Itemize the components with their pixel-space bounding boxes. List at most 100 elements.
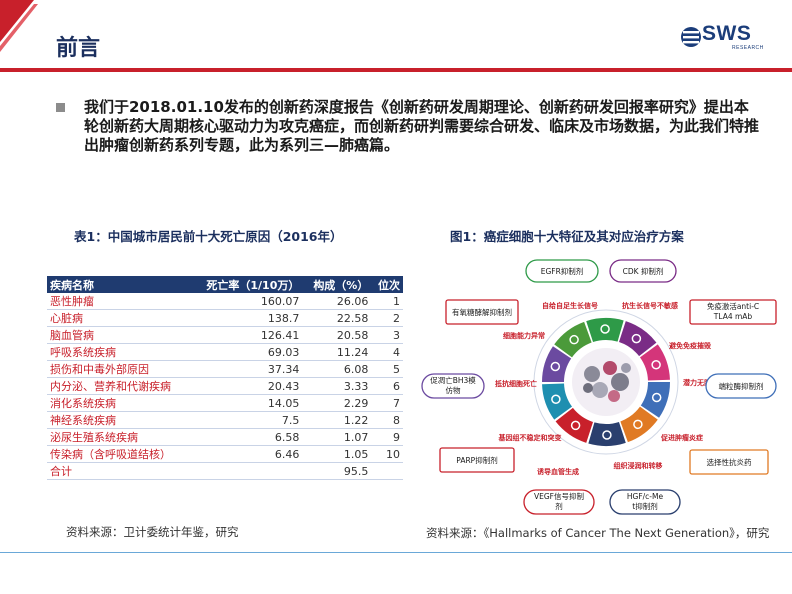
cell-rank: 9	[371, 428, 403, 446]
square-bullet-icon	[56, 103, 65, 112]
table-row: 消化系统疾病 14.05 2.29 7	[47, 394, 403, 412]
therapy-box-frame	[705, 373, 777, 399]
therapy-label: 剂	[555, 501, 563, 511]
cell-rank: 4	[371, 343, 403, 361]
therapy-label: 端粒酶抑制剂	[719, 381, 764, 391]
cell-disease: 泌尿生殖系统疾病	[47, 428, 191, 446]
cell-share: 1.07	[302, 428, 372, 446]
col-header-rank: 位次	[371, 276, 403, 293]
hallmark-segment	[554, 321, 592, 358]
hallmark-segment	[639, 344, 670, 381]
therapy-label: 免疫激活anti-C	[707, 301, 759, 311]
cell-disease: 脑血管病	[47, 326, 191, 344]
slide-header: 前言 SWS RESEARCH	[0, 0, 792, 72]
hallmark-label: 抗生长信号不敏感	[622, 301, 678, 310]
cell-rate	[190, 462, 303, 480]
cell-disease: 传染病（含呼吸道结核）	[47, 445, 191, 463]
cell-rank: 6	[371, 377, 403, 395]
hallmarks-diagram: 自给自足生长信号 抗生长信号不敏感避免免疫摧毁潜力无限复制促进肿瘤炎症组织浸润和转…	[421, 259, 777, 515]
hallmark-icon	[631, 333, 642, 344]
therapy-label: 有氧糖酵解抑制剂	[452, 307, 512, 317]
figure-source: 资料来源：《Hallmarks of Cancer The Next Gener…	[426, 526, 770, 540]
table-source: 资料来源：卫计委统计年鉴，研究	[66, 525, 239, 539]
header-divider	[0, 68, 792, 72]
cell-rank: 10	[371, 445, 403, 463]
hallmark-icon	[551, 394, 561, 405]
therapy-label: t抑制剂	[632, 501, 657, 511]
hallmark-label: 组织浸润和转移	[614, 461, 663, 470]
cell-share: 95.5	[302, 462, 372, 480]
hallmark-label: 抵抗细胞死亡	[495, 379, 537, 388]
therapy-label: 选择性抗炎药	[707, 457, 752, 467]
cell-rate: 69.03	[190, 343, 303, 361]
therapy-box: 有氧糖酵解抑制剂	[445, 299, 519, 325]
hallmark-segment	[588, 421, 626, 446]
therapy-box: CDK 抑制剂	[609, 259, 677, 283]
hallmark-segment	[542, 346, 572, 382]
cell-rate: 6.46	[190, 445, 303, 463]
table-row: 泌尿生殖系统疾病 6.58 1.07 9	[47, 428, 403, 446]
hallmark-label: 诱导血管生成	[537, 467, 579, 476]
sws-logo-icon	[681, 27, 701, 47]
hallmark-label: 基因组不稳定和突变	[498, 433, 562, 442]
cell-rank	[371, 462, 403, 480]
cell-disease: 神经系统疾病	[47, 411, 191, 429]
table-row: 神经系统疾病 7.5 1.22 8	[47, 411, 403, 429]
therapy-box-frame	[421, 373, 485, 399]
cell-rank: 8	[371, 411, 403, 429]
logo-text: SWS	[702, 22, 752, 45]
therapy-label: 仿物	[446, 385, 461, 395]
cell-disease: 恶性肿瘤	[47, 293, 191, 310]
therapy-box-frame	[609, 489, 681, 515]
hallmark-segment	[640, 382, 670, 418]
therapy-box: PARP抑制剂	[439, 447, 515, 473]
figure-caption: 图1：癌症细胞十大特征及其对应治疗方案	[450, 229, 684, 244]
hallmark-label: 避免免疫摧毁	[668, 341, 712, 350]
cell-share: 1.22	[302, 411, 372, 429]
hallmark-label: 促进肿瘤炎症	[660, 433, 703, 442]
hallmark-icon	[633, 419, 643, 430]
therapy-box-frame	[609, 259, 677, 283]
hallmark-label: 细胞能力异常	[503, 331, 545, 340]
cell-share: 6.08	[302, 360, 372, 378]
intro-text: 我们于2018.01.10发布的创新药深度报告《创新药研发周期理论、创新药研发回…	[84, 98, 760, 154]
therapy-box-frame	[523, 489, 595, 515]
cell-share: 20.58	[302, 326, 372, 344]
cell-share: 2.29	[302, 394, 372, 412]
table-header-row: 疾病名称 死亡率（1/10万） 构成（%） 位次	[47, 276, 403, 293]
table-caption: 表1：中国城市居民前十大死亡原因（2016年）	[74, 229, 343, 244]
therapy-box: 选择性抗炎药	[689, 449, 769, 475]
cell-rank: 2	[371, 309, 403, 327]
hallmark-icon	[651, 359, 661, 370]
cell-rate: 138.7	[190, 309, 303, 327]
cell-share: 22.58	[302, 309, 372, 327]
therapy-label: TLA4 mAb	[713, 312, 753, 321]
col-header-disease: 疾病名称	[47, 276, 191, 293]
hallmark-icon	[550, 361, 561, 372]
cell-disease: 内分泌、营养和代谢疾病	[47, 377, 191, 395]
cell-rank: 7	[371, 394, 403, 412]
therapy-box: 端粒酶抑制剂	[705, 373, 777, 399]
hallmark-icon	[570, 420, 581, 431]
cell-share: 11.24	[302, 343, 372, 361]
col-header-share: 构成（%）	[302, 276, 372, 293]
hallmark-icon	[602, 430, 612, 440]
cell-rank: 3	[371, 326, 403, 344]
therapy-label: HGF/c-Me	[627, 492, 664, 501]
cell-rate: 160.07	[190, 293, 303, 310]
therapy-box-frame	[689, 299, 777, 325]
cell-disease: 心脏病	[47, 309, 191, 327]
cell-rank: 1	[371, 293, 403, 310]
hallmark-segment	[620, 406, 658, 443]
cell-disease: 合计	[47, 462, 191, 480]
tumor-center	[566, 342, 646, 422]
table-row: 脑血管病 126.41 20.58 3	[47, 326, 403, 344]
cell-disease: 呼吸系统疾病	[47, 343, 191, 361]
hallmark-icon	[651, 392, 662, 403]
footer-divider	[0, 552, 792, 553]
therapy-label: 促凋亡BH3模	[430, 375, 476, 385]
